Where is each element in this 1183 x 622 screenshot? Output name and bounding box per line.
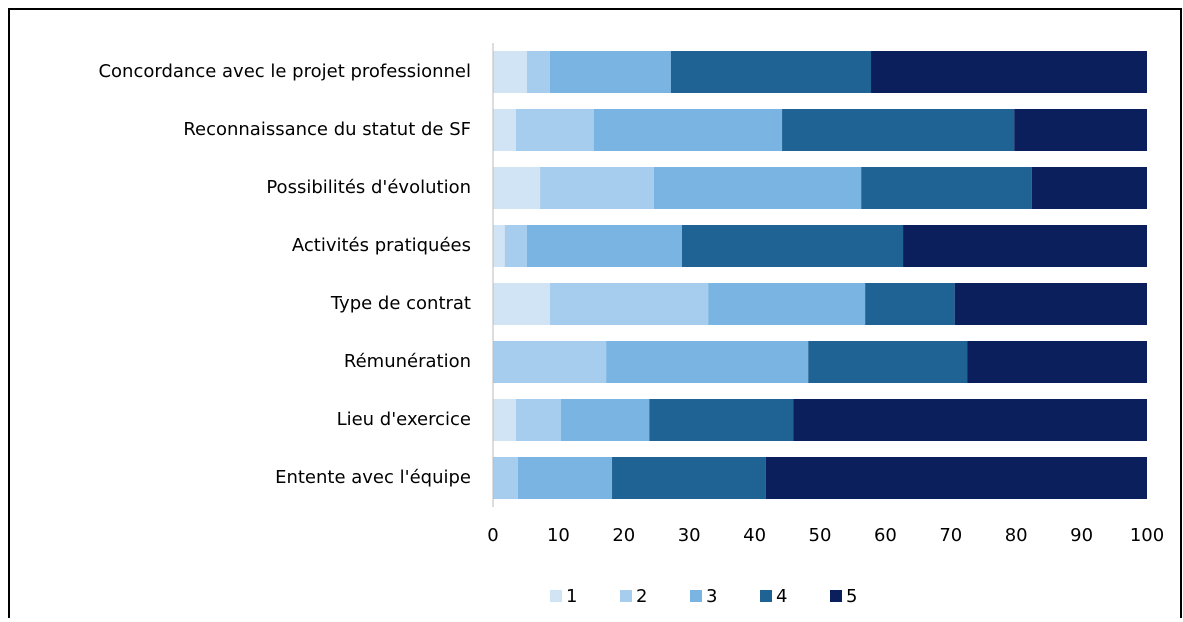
x-tick-label: 40 (743, 525, 766, 546)
y-tick-label: Entente avec l'équipe (275, 467, 471, 488)
bar-segment (865, 283, 955, 325)
bar-segment (493, 225, 505, 267)
x-tick-label: 70 (939, 525, 962, 546)
legend-label: 1 (566, 586, 577, 607)
bar-segment (593, 109, 783, 151)
bar-segment (493, 457, 518, 499)
bar-segment (540, 167, 654, 209)
bar-segment (515, 109, 594, 151)
bar-segment (954, 283, 1147, 325)
x-tick-label: 80 (1005, 525, 1028, 546)
x-tick-label: 0 (487, 525, 498, 546)
bar-segment (793, 399, 1147, 441)
legend-label: 4 (776, 586, 787, 607)
legend-swatch (690, 590, 702, 602)
x-tick-label: 100 (1130, 525, 1164, 546)
x-tick-label: 30 (678, 525, 701, 546)
y-tick-label: Concordance avec le projet professionnel (98, 61, 471, 82)
bar-segment (1031, 167, 1147, 209)
bar-segment (682, 225, 904, 267)
bar-segment (606, 341, 809, 383)
bar-segment (493, 109, 516, 151)
x-tick-label: 50 (809, 525, 832, 546)
bar-segment (493, 51, 528, 93)
bar-segment (670, 51, 872, 93)
bar-segment (517, 457, 613, 499)
bar-segment (504, 225, 528, 267)
x-tick-label: 10 (547, 525, 570, 546)
legend-swatch (620, 590, 632, 602)
bar-segment (515, 399, 562, 441)
bar-segment (708, 283, 866, 325)
bar-segment (903, 225, 1147, 267)
y-tick-label: Type de contrat (330, 293, 471, 314)
bar-segment (808, 341, 968, 383)
y-tick-label: Activités pratiquées (292, 235, 471, 256)
x-tick-label: 20 (612, 525, 635, 546)
bar-segment (649, 399, 794, 441)
frame (8, 8, 1182, 618)
x-tick-label: 90 (1070, 525, 1093, 546)
y-tick-label: Lieu d'exercice (337, 409, 471, 430)
legend-label: 5 (846, 586, 857, 607)
bar-segment (493, 167, 541, 209)
bar-segment (527, 51, 550, 93)
y-tick-label: Possibilités d'évolution (266, 177, 471, 198)
legend-label: 2 (636, 586, 647, 607)
legend-swatch (830, 590, 842, 602)
bar-segment (527, 225, 683, 267)
bar-segment (493, 399, 516, 441)
bar-segment (782, 109, 1015, 151)
bar-segment (493, 341, 607, 383)
legend-label: 3 (706, 586, 717, 607)
bar-segment (612, 457, 766, 499)
bar-segment (549, 51, 671, 93)
bar-segment (549, 283, 709, 325)
bar-segment (561, 399, 650, 441)
legend-swatch (550, 590, 562, 602)
y-tick-label: Reconnaissance du statut de SF (183, 119, 471, 140)
bar-segment (861, 167, 1032, 209)
x-tick-label: 60 (874, 525, 897, 546)
bar-segment (765, 457, 1147, 499)
bar-segment (653, 167, 862, 209)
y-tick-label: Rémunération (344, 351, 471, 372)
legend-swatch (760, 590, 772, 602)
bar-segment (967, 341, 1147, 383)
bar-segment (1014, 109, 1147, 151)
bar-segment (493, 283, 550, 325)
bar-segment (871, 51, 1147, 93)
